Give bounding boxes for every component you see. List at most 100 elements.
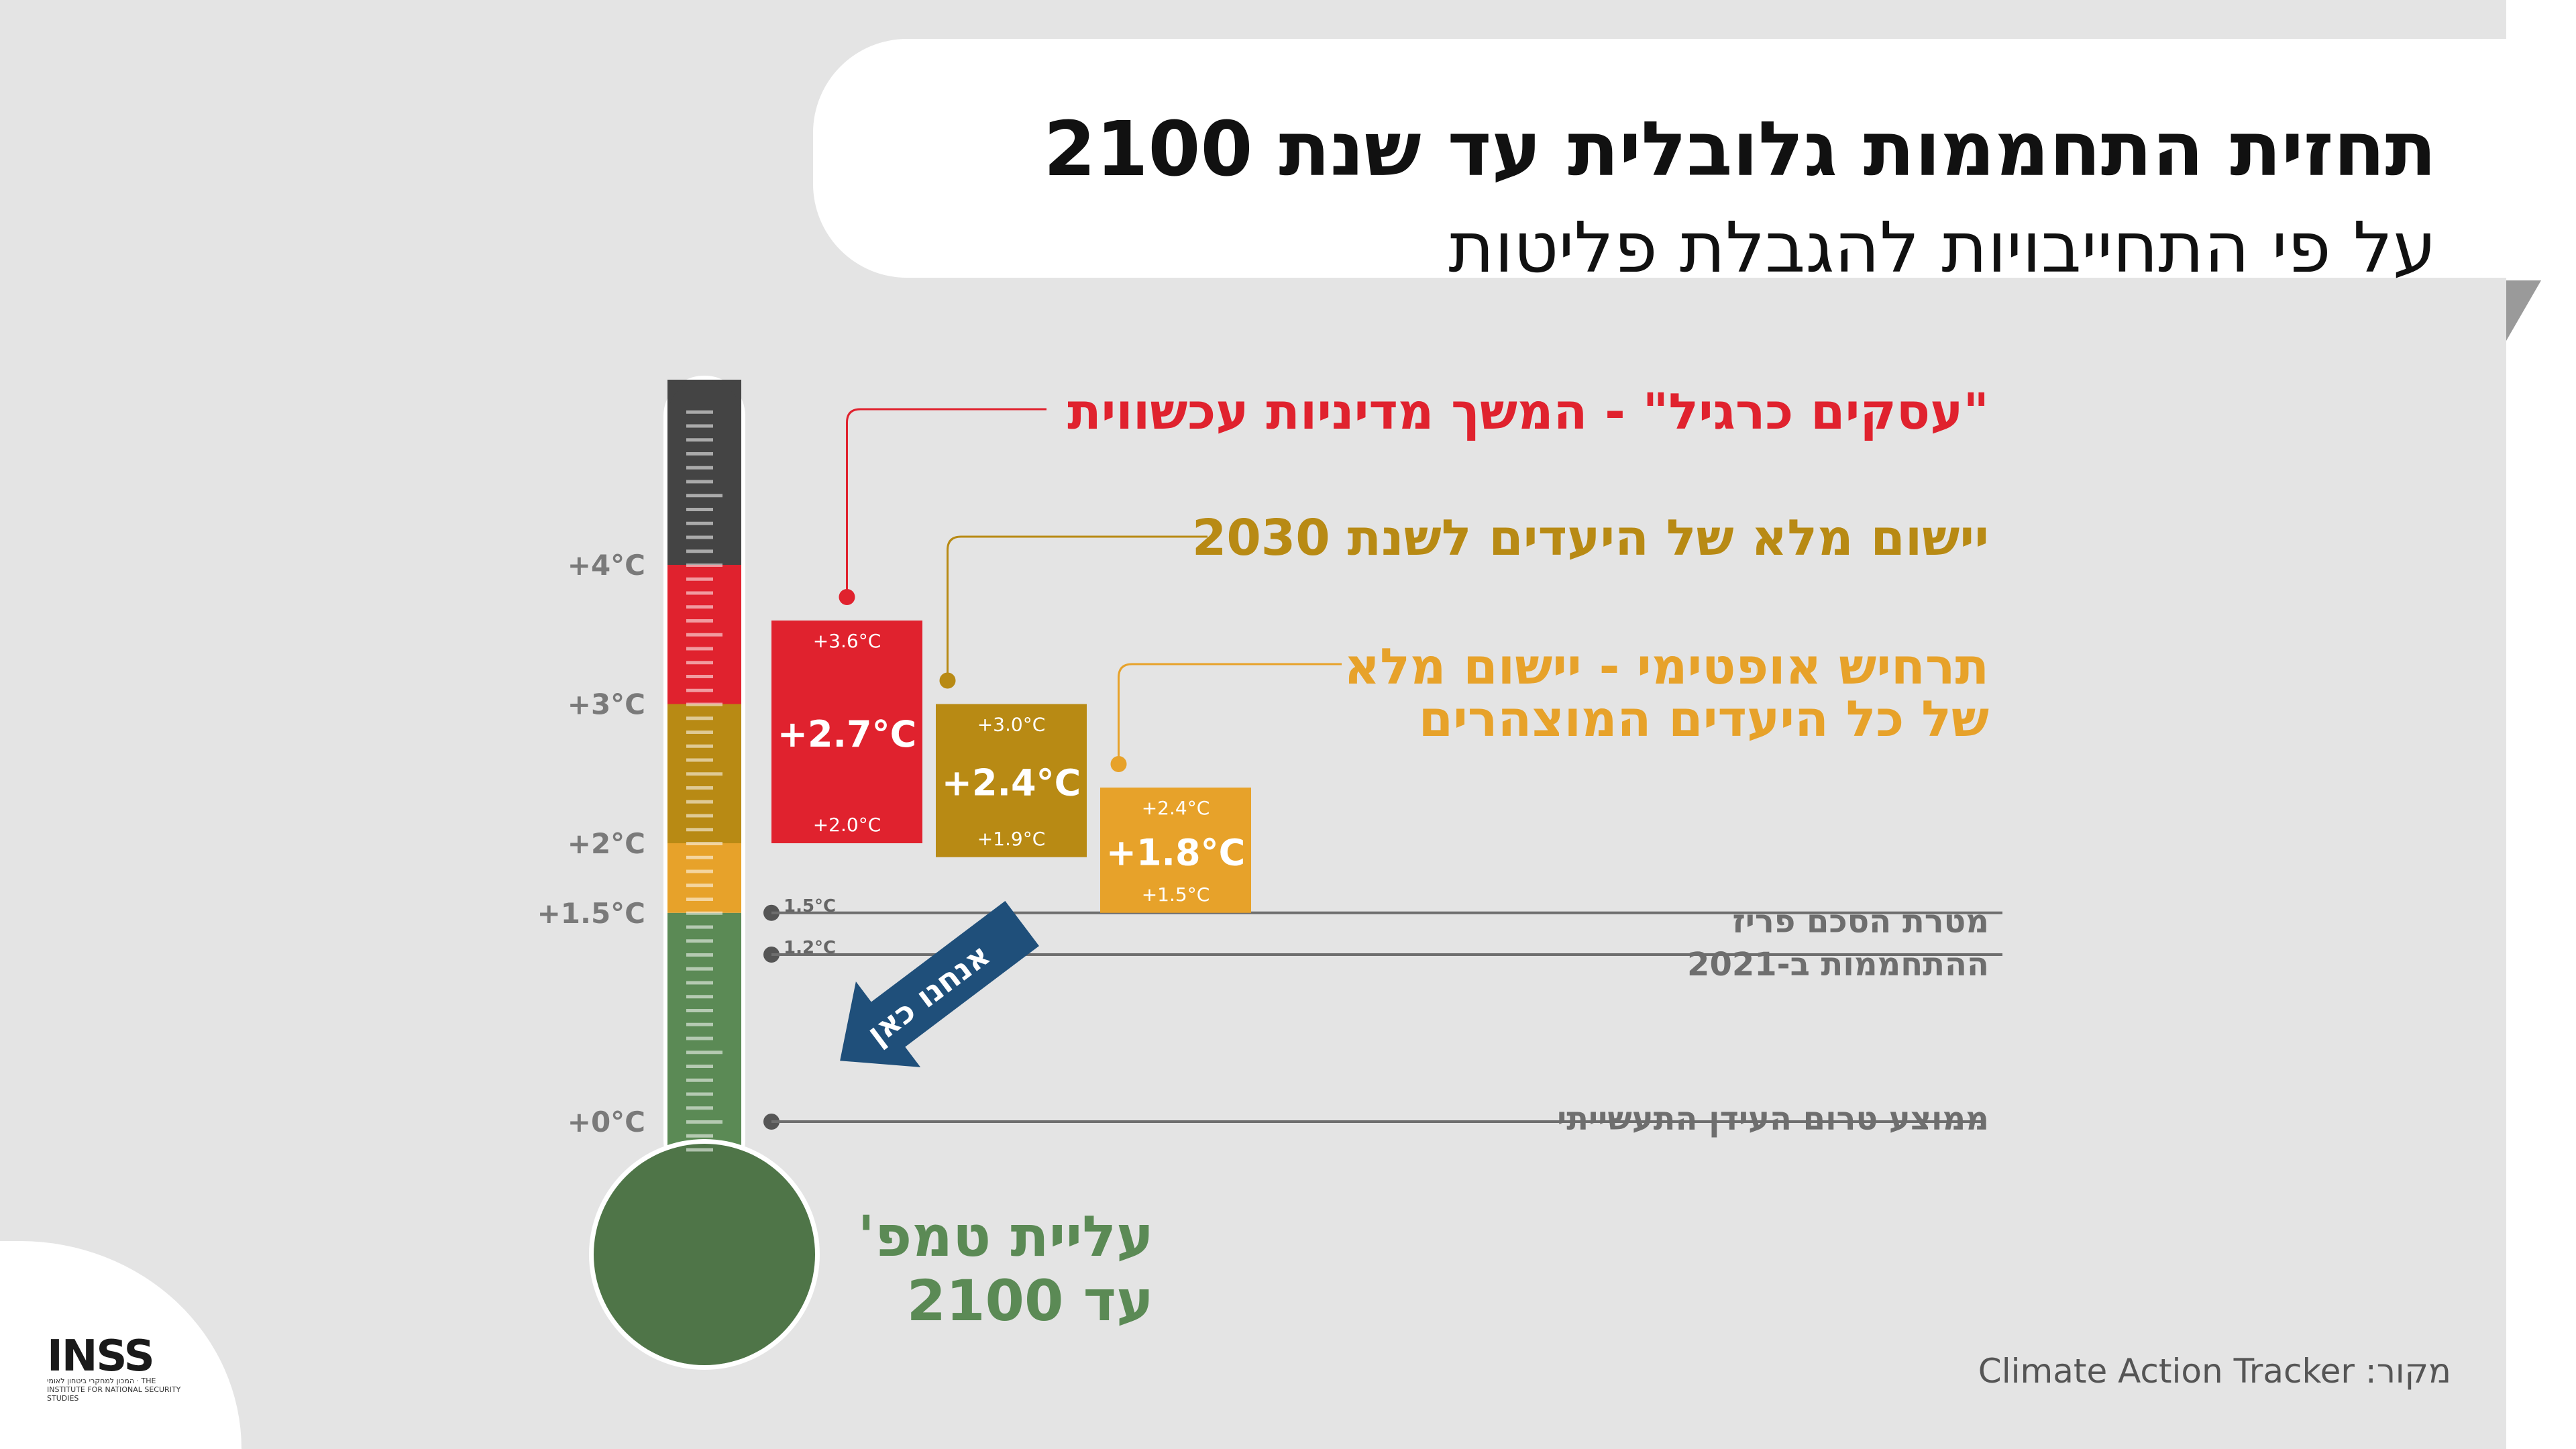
thermometer-scale-tick <box>686 535 713 539</box>
thermometer-scale-tick <box>686 758 713 762</box>
thermometer-scale-tick <box>686 1022 713 1026</box>
leader-dot <box>939 672 956 689</box>
thermometer-scale-tick <box>686 702 722 706</box>
range-bar <box>1100 788 1251 913</box>
range-bar <box>771 621 922 843</box>
leader-dot <box>1110 756 1127 772</box>
thermometer-scale-tick <box>686 675 713 678</box>
bar-high-label: +3.6°C <box>813 630 881 652</box>
thermometer-scale-tick <box>686 564 722 567</box>
thermometer-cap <box>667 380 741 420</box>
y-tick-label: +3°C <box>568 688 645 721</box>
bar-low-label: +1.5°C <box>1142 883 1210 906</box>
thermometer-scale-tick <box>686 716 713 720</box>
thermometer-scale-tick <box>686 898 713 901</box>
thermometer-scale-tick <box>686 688 713 692</box>
thermometer-scale-tick <box>686 1078 713 1082</box>
thermometer-scale-tick <box>686 786 713 790</box>
thermometer-scale-tick <box>686 911 722 915</box>
title-fold-shadow <box>2506 280 2541 341</box>
thermometer-scale-tick <box>686 800 713 804</box>
thermometer-scale-tick <box>686 1120 722 1124</box>
thermometer-scale-tick <box>686 772 722 776</box>
thermometer-scale-tick <box>686 883 713 888</box>
bar-high-label: +3.0°C <box>977 714 1046 736</box>
ref-label-2021-warming: ההתחממות ב-2021 <box>1687 946 1989 983</box>
thermometer-scale-tick <box>686 1134 713 1138</box>
series-title-business-as-usual: "עסקים כרגיל" - המשך מדיניות עכשווית <box>1067 383 1989 441</box>
thermometer-scale-tick <box>686 869 713 873</box>
thermometer-scale-tick <box>686 731 713 734</box>
bar-high-label: +2.4°C <box>1142 797 1210 819</box>
leader-dot <box>839 589 855 605</box>
thermometer-scale-tick <box>686 661 713 665</box>
bar-low-label: +2.0°C <box>813 814 881 836</box>
thermometer-scale-tick <box>686 452 713 455</box>
ref-label-preindustrial: ממוצע טרום העידן התעשייתי <box>1557 1100 1989 1138</box>
y-tick-label: +0°C <box>568 1106 645 1138</box>
thermometer-scale-tick <box>686 466 713 470</box>
thermometer-scale-tick <box>686 633 722 637</box>
bar-central-label: +2.7°C <box>777 713 917 755</box>
thermometer-scale-tick <box>686 967 713 971</box>
y-tick-label: +4°C <box>568 549 645 582</box>
thermometer-scale-tick <box>686 424 713 428</box>
ref-value-2021: 1.2°C <box>784 938 837 958</box>
leader-line <box>947 535 1208 681</box>
thermometer-scale-tick <box>686 855 713 859</box>
thermometer-scale-tick <box>686 981 713 985</box>
bar-central-label: +2.4°C <box>942 762 1081 804</box>
thermometer-scale-tick <box>686 410 713 414</box>
thermometer-scale-tick <box>686 438 713 442</box>
thermometer-scale-tick <box>686 549 713 553</box>
range-bar <box>936 704 1087 857</box>
thermometer-scale-tick <box>686 1065 713 1068</box>
thermometer-band-0 <box>667 912 741 1122</box>
y-axis-label-line1: עליית טמפ' <box>857 1203 1154 1269</box>
y-tick-label: +1.5°C <box>537 897 645 930</box>
chart-title: תחזית התחממות גלובלית עד שנת 2100 <box>1043 106 2436 193</box>
thermometer-scale-tick <box>686 605 713 609</box>
title-box: תחזית התחממות גלובלית עד שנת 2100 על פי … <box>813 39 2544 288</box>
y-axis-label-line2: עד 2100 <box>906 1268 1154 1334</box>
thermometer-scale-tick <box>686 521 713 525</box>
thermometer-scale-tick <box>686 494 722 498</box>
thermometer-scale-tick <box>686 1148 713 1152</box>
thermometer-scale-tick <box>686 577 713 581</box>
bar-low-label: +1.9°C <box>977 828 1046 850</box>
thermometer-scale-tick <box>686 1036 713 1040</box>
thermometer-scale-tick <box>686 814 713 818</box>
thermometer-bulb <box>594 1144 815 1365</box>
thermometer-scale-tick <box>686 480 713 484</box>
y-axis-label: עליית טמפ' עד 2100 <box>857 1204 1154 1333</box>
here-arrow-shape <box>840 901 1039 1067</box>
thermometer-scale-tick <box>686 842 722 845</box>
leader-line <box>1118 663 1342 764</box>
thermometer-scale-tick <box>686 591 713 595</box>
series-title-optimistic-line1: תרחיש אופטימי - יישום מלא <box>1344 638 1989 696</box>
thermometer-scale-tick <box>686 1092 713 1096</box>
series-title-optimistic-line2: של כל היעדים המוצהרים <box>1418 690 1989 748</box>
y-tick-label: +2°C <box>568 827 645 860</box>
thermometer-scale-tick <box>686 744 713 748</box>
inss-logo-subtitle: המכון למחקרי ביטחון לאומי · THE INSTITUT… <box>47 1377 181 1403</box>
leader-line <box>846 408 1046 597</box>
thermometer-band-1 <box>667 843 741 913</box>
source-credit: מקור: Climate Action Tracker <box>1978 1352 2451 1391</box>
thermometer-scale-tick <box>686 647 713 651</box>
series-title-2030-targets: יישום מלא של היעדים לשנת 2030 <box>1191 509 1989 567</box>
chart-subtitle: על פי התחייבויות להגבלת פליטות <box>1448 207 2436 288</box>
thermometer-scale-tick <box>686 939 713 943</box>
inss-logo: INSS <box>47 1332 155 1381</box>
thermometer-scale-tick <box>686 1106 713 1110</box>
thermometer-scale-tick <box>686 925 713 929</box>
thermometer-scale-tick <box>686 1051 722 1055</box>
ref-value-paris: 1.5°C <box>784 896 837 916</box>
thermometer-scale-tick <box>686 828 713 832</box>
ref-label-paris-goal: מטרת הסכם פריז <box>1732 903 1989 941</box>
thermometer-scale-tick <box>686 953 713 957</box>
thermometer-scale-tick <box>686 508 713 511</box>
thermometer-scale-tick <box>686 1009 713 1012</box>
thermometer-scale-tick <box>686 619 713 623</box>
